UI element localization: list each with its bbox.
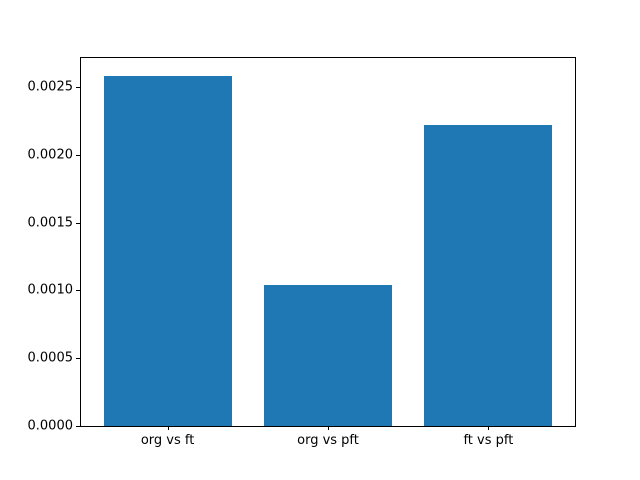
y-tick-label: 0.0005 [27,350,74,366]
x-tick-mark [167,426,169,430]
y-tick-mark [76,222,80,224]
bar-org-vs-pft [263,284,393,426]
y-tick-mark [76,426,80,427]
plot-area: org vs ft org vs pft ft vs pft 0.0000 0.0005… [28,57,576,447]
y-tick-label: 0.0010 [27,282,74,298]
y-tick-label: 0.0025 [27,79,74,95]
bar-ft-vs-pft [424,124,553,426]
x-tick-mark [488,426,490,430]
x-tick-mark [328,426,329,430]
bar-org-vs-ft [103,75,232,426]
y-tick-mark [76,290,80,292]
x-tick-label: org vs ft [140,433,195,448]
y-tick-mark [76,358,80,360]
y-tick-mark [76,154,80,156]
y-tick-mark [76,86,80,88]
y-tick-label: 0.0015 [27,215,74,230]
y-tick-label: 0.0000 [27,418,74,434]
x-tick-label: org vs pft [297,433,359,448]
y-tick-label: 0.0020 [27,147,74,163]
x-tick-label: ft vs pft [463,433,514,448]
